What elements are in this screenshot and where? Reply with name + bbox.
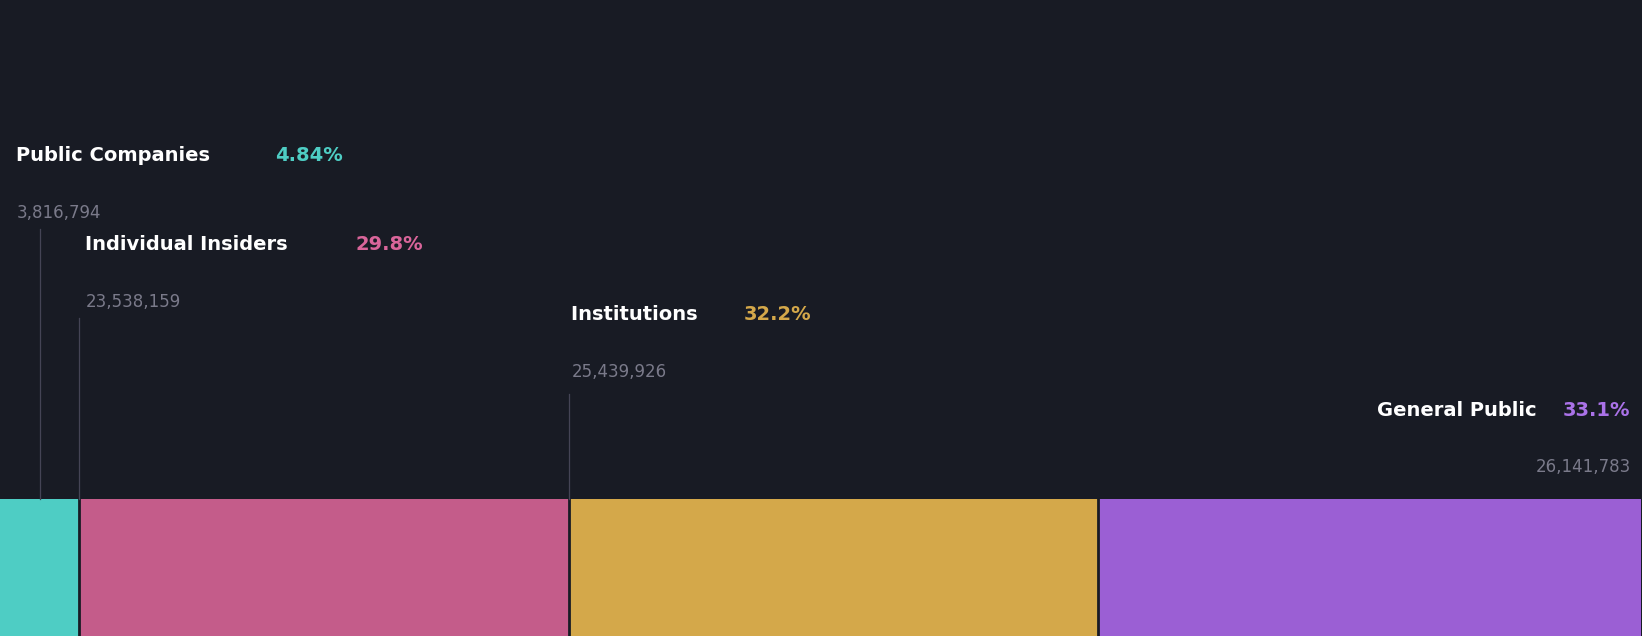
Text: Public Companies: Public Companies — [16, 146, 217, 165]
Text: 32.2%: 32.2% — [744, 305, 811, 324]
Text: 23,538,159: 23,538,159 — [85, 293, 181, 310]
Text: 26,141,783: 26,141,783 — [1535, 458, 1631, 476]
Text: 29.8%: 29.8% — [356, 235, 424, 254]
Text: Institutions: Institutions — [571, 305, 704, 324]
Text: 25,439,926: 25,439,926 — [571, 363, 667, 380]
Text: Individual Insiders: Individual Insiders — [85, 235, 296, 254]
Bar — [568, 499, 1097, 636]
Bar — [79, 499, 568, 636]
Bar — [1097, 499, 1640, 636]
Text: 4.84%: 4.84% — [276, 146, 343, 165]
Text: 3,816,794: 3,816,794 — [16, 204, 100, 221]
Bar — [0, 499, 79, 636]
Text: 33.1%: 33.1% — [1563, 401, 1631, 420]
Text: General Public: General Public — [1378, 401, 1543, 420]
